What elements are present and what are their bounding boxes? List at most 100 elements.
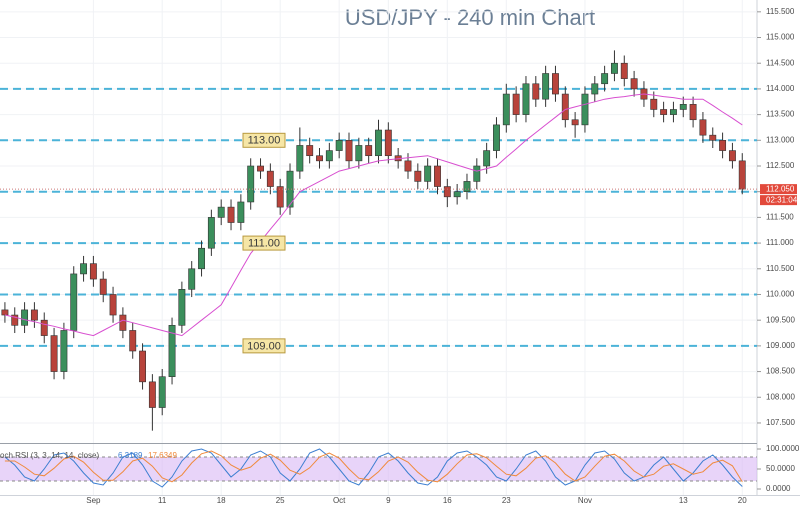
candle-body: [1, 309, 9, 316]
candle-body: [679, 104, 687, 110]
level-label: 109.00: [247, 340, 281, 352]
x-tick-label: 25: [276, 496, 285, 505]
candle-body: [552, 73, 559, 95]
candle-body: [227, 206, 235, 223]
rsi-title: och RSI (3, 3, 14, 14, close): [0, 451, 99, 460]
rsi-line: [4, 448, 743, 488]
candle-body: [463, 181, 471, 192]
candle-body: [365, 145, 373, 157]
candle-body: [21, 309, 29, 326]
candle-body: [99, 278, 107, 295]
candle-body: [129, 330, 137, 352]
candle-body: [709, 134, 717, 141]
candle-body: [50, 335, 58, 372]
y-tick-label: 109.000: [766, 341, 795, 350]
candle-body: [89, 263, 97, 280]
candle-body: [70, 273, 78, 331]
candle-body: [689, 104, 697, 121]
candle-body: [286, 170, 294, 208]
y-tick-label: 111.500: [766, 212, 794, 221]
candle-body: [561, 93, 569, 121]
candle-body: [669, 109, 677, 115]
y-tick-label: 114.000: [766, 84, 795, 93]
candle-body: [316, 155, 323, 162]
candle-body: [276, 186, 284, 208]
candle-body: [247, 165, 255, 203]
y-tick-label: 107.500: [766, 418, 795, 427]
candle-body: [571, 119, 579, 126]
x-tick-label: Nov: [578, 496, 592, 505]
last-price-box: [760, 184, 797, 195]
candle-body: [404, 160, 412, 172]
x-tick-label: Oct: [333, 496, 346, 505]
candle-body: [414, 170, 422, 182]
candle-body: [109, 294, 117, 316]
candle-body: [483, 150, 491, 167]
candle-body: [581, 93, 589, 126]
rsi-line: [4, 450, 743, 483]
x-tick-label: 18: [217, 496, 226, 505]
x-tick-label: 13: [679, 496, 688, 505]
candle-body: [40, 319, 48, 336]
candle-body: [699, 119, 707, 136]
candle-body: [630, 78, 638, 90]
candle-body: [139, 350, 146, 383]
rsi-last-value: 17.6349: [148, 451, 177, 460]
candle-body: [237, 201, 245, 223]
candle-body: [473, 165, 481, 182]
candle-body: [620, 62, 628, 79]
candle-body: [728, 150, 736, 162]
candle-body: [443, 186, 451, 198]
candle-body: [345, 140, 353, 162]
chart-title: USD/JPY - 240 min Chart: [345, 5, 595, 30]
level-label-box: [242, 338, 286, 354]
level-label-box: [242, 235, 286, 251]
x-tick-label: 11: [158, 496, 167, 505]
y-tick-label: 112.500: [766, 161, 795, 170]
candle-body: [158, 376, 166, 408]
x-tick-label: 16: [443, 496, 452, 505]
last-price-label: 112.050: [766, 185, 795, 194]
candle-body: [335, 140, 343, 151]
candle-body: [355, 145, 363, 162]
candle-body: [148, 381, 156, 408]
candle-body: [188, 268, 196, 290]
y-tick-label: 115.500: [766, 7, 795, 16]
candle-body: [296, 145, 304, 172]
x-tick-label: 9: [386, 496, 391, 505]
candle-body: [493, 124, 500, 151]
level-label-box: [242, 132, 286, 148]
candle-body: [266, 170, 274, 187]
candle-body: [207, 217, 215, 249]
candle-body: [306, 145, 314, 157]
y-tick-label: 109.500: [766, 315, 795, 324]
candle-body: [217, 206, 225, 218]
y-tick-label: 110.500: [766, 264, 795, 273]
candle-body: [502, 93, 510, 126]
level-label: 111.00: [248, 237, 280, 249]
candle-body: [11, 314, 19, 326]
candle-body: [434, 165, 441, 187]
countdown: 02:31:04: [766, 196, 798, 205]
candle-body: [611, 62, 618, 74]
candle-body: [601, 73, 609, 85]
candle-body: [257, 165, 264, 172]
y-tick-label: 108.500: [766, 367, 795, 376]
candle-body: [542, 73, 550, 100]
candle-body: [532, 83, 540, 100]
rsi-tick-label: 0.0000: [766, 484, 791, 493]
candle-body: [512, 93, 520, 115]
moving-average: [4, 93, 743, 337]
candle-body: [119, 314, 127, 331]
x-tick-label: 23: [502, 496, 511, 505]
y-tick-label: 113.000: [766, 135, 795, 144]
candle-body: [375, 129, 382, 157]
y-tick-label: 108.000: [766, 392, 795, 401]
candle-body: [198, 247, 205, 270]
candle-body: [30, 309, 38, 321]
candle-body: [178, 289, 186, 326]
level-label: 113.00: [248, 135, 281, 147]
candle-body: [738, 160, 746, 190]
candle-body: [60, 330, 68, 372]
